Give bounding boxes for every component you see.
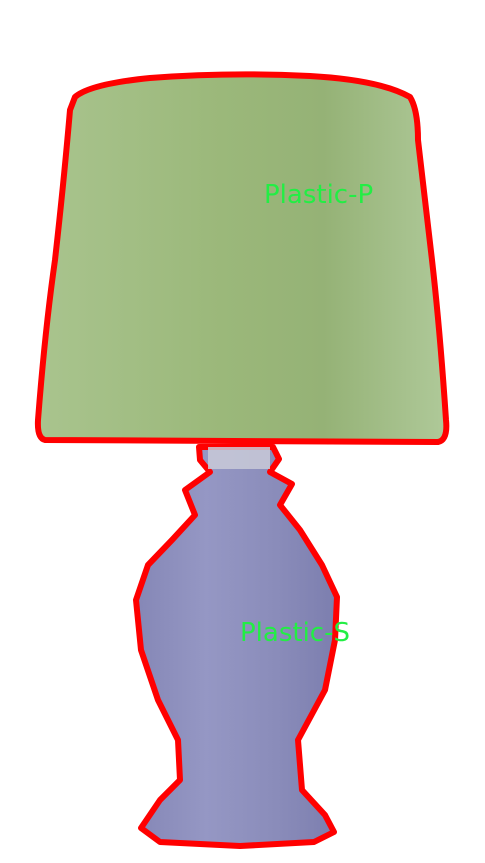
lamp-shade-segment [34,71,450,445]
lamp-base-body [133,444,340,849]
lamp-shade-body [34,71,450,445]
base-label: Plastic-S [240,618,350,648]
lamp-base-segment [133,444,340,849]
lamp-neck-collar [208,447,270,469]
shade-label: Plastic-P [264,180,373,210]
